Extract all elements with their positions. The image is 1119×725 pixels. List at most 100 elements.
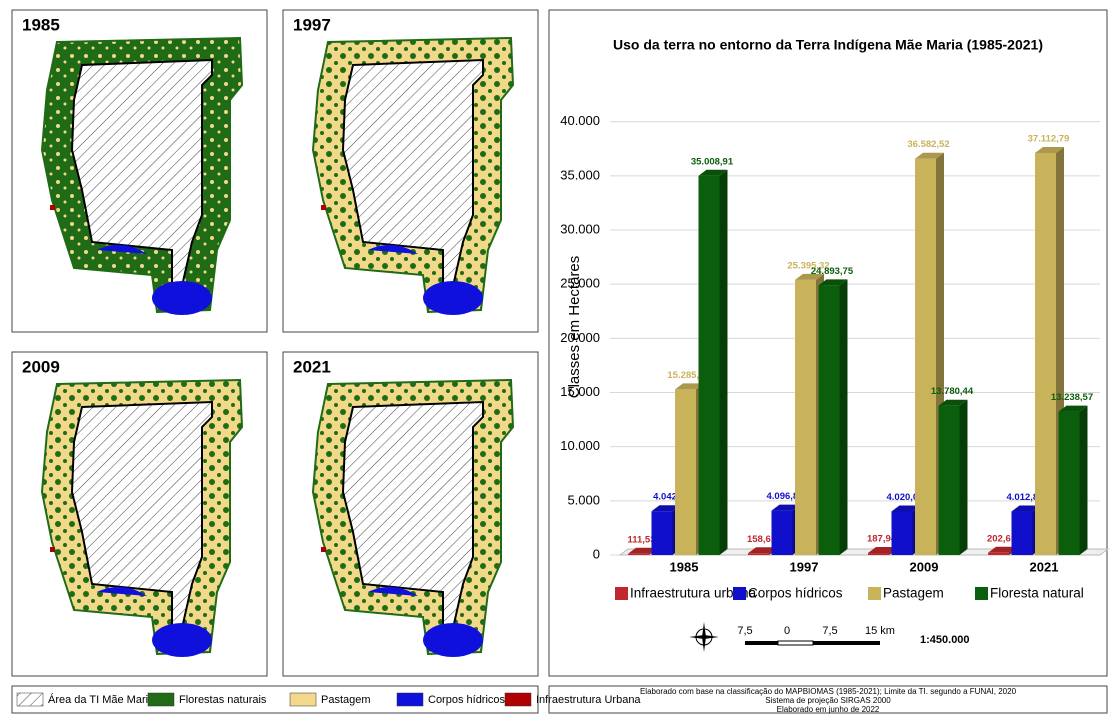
bar	[938, 405, 960, 555]
legend-label: Infraestrutura urbana	[630, 586, 757, 601]
x-tick-label: 1985	[670, 559, 699, 574]
bar-top	[938, 399, 968, 406]
bar	[795, 279, 816, 555]
legend-swatch	[16, 692, 44, 707]
scale-label: 0	[784, 625, 790, 637]
compass-rose	[689, 622, 719, 652]
x-tick-label: 2009	[910, 559, 939, 574]
bar	[628, 553, 649, 555]
chart: 0 5.000 10.000 15.000 20.000 25.000 30.000 35.0…	[560, 113, 1110, 601]
maps: 1985 1997 2009 2021	[11, 9, 539, 677]
value-label: 13.238,57	[1051, 392, 1093, 403]
bar-top	[915, 152, 944, 159]
y-tick-label: 35.000	[560, 167, 600, 182]
bar-side	[839, 279, 848, 555]
bar-top	[748, 547, 777, 554]
scale-bar: 7,5 0 7,5 15 km 1:450.000	[689, 622, 970, 652]
y-tick-label: 0	[593, 546, 600, 561]
bar	[675, 389, 696, 555]
bar-top	[771, 504, 801, 511]
legend-swatch	[733, 587, 746, 600]
x-tick-label: 2021	[1030, 559, 1059, 574]
legend-label: Corpos hídricos	[748, 586, 843, 601]
scale-ratio: 1:450.000	[920, 634, 970, 646]
credit-line: Elaborado em junho de 2022	[777, 705, 880, 714]
legend-label: Florestas naturais	[179, 694, 267, 706]
bar-top	[651, 505, 681, 512]
bar-top	[818, 279, 848, 286]
value-label: 158,61	[747, 534, 777, 545]
value-label: 13.780,44	[931, 386, 974, 397]
bar-top	[988, 546, 1017, 553]
chart-title: Uso da terra no entorno da Terra Indígen…	[613, 37, 1043, 53]
bar	[1058, 411, 1080, 555]
scale-segment	[813, 641, 880, 645]
bar-top	[1011, 505, 1041, 512]
legend-swatch	[504, 692, 532, 707]
legend-swatch	[615, 587, 628, 600]
bar-top	[675, 383, 704, 390]
bar	[651, 511, 673, 555]
bar-top	[795, 273, 824, 280]
legend-label: Infraestrutura Urbana	[536, 694, 641, 706]
y-tick-label: 40.000	[560, 113, 600, 128]
y-axis-label: Classes em Hectares	[566, 256, 583, 399]
legend-label: Floresta natural	[990, 586, 1084, 601]
bar-top	[891, 505, 921, 512]
value-label: 25.395,32	[787, 260, 829, 271]
legend-label: Corpos hídricos	[428, 694, 506, 706]
legend-swatch	[975, 587, 988, 600]
x-tick-label: 1997	[790, 559, 819, 574]
value-label: 4.020,09	[887, 492, 924, 503]
legend-swatch	[147, 692, 175, 707]
value-label: 202,61	[987, 533, 1017, 544]
bar-top	[698, 169, 728, 176]
scale-label: 7,5	[822, 625, 837, 637]
scale-label: 15 km	[865, 625, 895, 637]
legend-label: Pastagem	[321, 694, 371, 706]
scale-segment	[745, 641, 778, 645]
bar	[771, 510, 793, 555]
value-label: 111,53	[627, 534, 655, 545]
bar	[988, 552, 1009, 555]
map-year: 1997	[293, 15, 331, 34]
bar-side	[719, 169, 728, 555]
bar	[915, 158, 936, 555]
credits-box	[548, 685, 1108, 714]
bar-top	[1058, 405, 1088, 412]
y-tick-label: 25.000	[560, 276, 600, 291]
scale-label: 7,5	[737, 625, 752, 637]
scale-segment	[777, 640, 814, 646]
y-tick-label: 10.000	[560, 438, 600, 453]
map-legend: Área da TI Mãe Maria Florestas naturais Pa…	[16, 692, 641, 707]
legend-swatch	[289, 692, 317, 707]
credit-line: Elaborado com base na classificação do M…	[640, 687, 1017, 696]
map-year: 2009	[22, 357, 60, 376]
bar	[748, 553, 769, 555]
bar-side	[1079, 405, 1088, 555]
legend-label: Área da TI Mãe Maria	[48, 693, 155, 706]
legend-swatch	[868, 587, 881, 600]
value-label: 24.893,75	[811, 266, 854, 277]
bar	[1035, 152, 1056, 556]
y-tick-label: 15.000	[560, 384, 600, 399]
chart-panel	[548, 9, 1108, 677]
y-tick-label: 30.000	[560, 221, 600, 236]
bar	[818, 285, 840, 555]
bar-top	[868, 546, 897, 553]
bar-side	[959, 399, 968, 555]
value-label: 4.012,89	[1007, 492, 1044, 503]
legend-swatch	[396, 692, 424, 707]
map-year: 1985	[22, 15, 60, 34]
bar	[868, 552, 889, 555]
legend-label: Pastagem	[883, 586, 944, 601]
map-legend-box	[11, 685, 539, 714]
y-tick-label: 20.000	[560, 330, 600, 345]
credit-line: Sistema de projeção SIRGAS 2000	[765, 696, 891, 705]
map-year: 2021	[293, 357, 331, 376]
bar-top	[628, 547, 657, 554]
value-label: 187,94	[867, 533, 897, 544]
bar	[1011, 511, 1033, 555]
value-label: 15.285,86	[667, 370, 709, 381]
